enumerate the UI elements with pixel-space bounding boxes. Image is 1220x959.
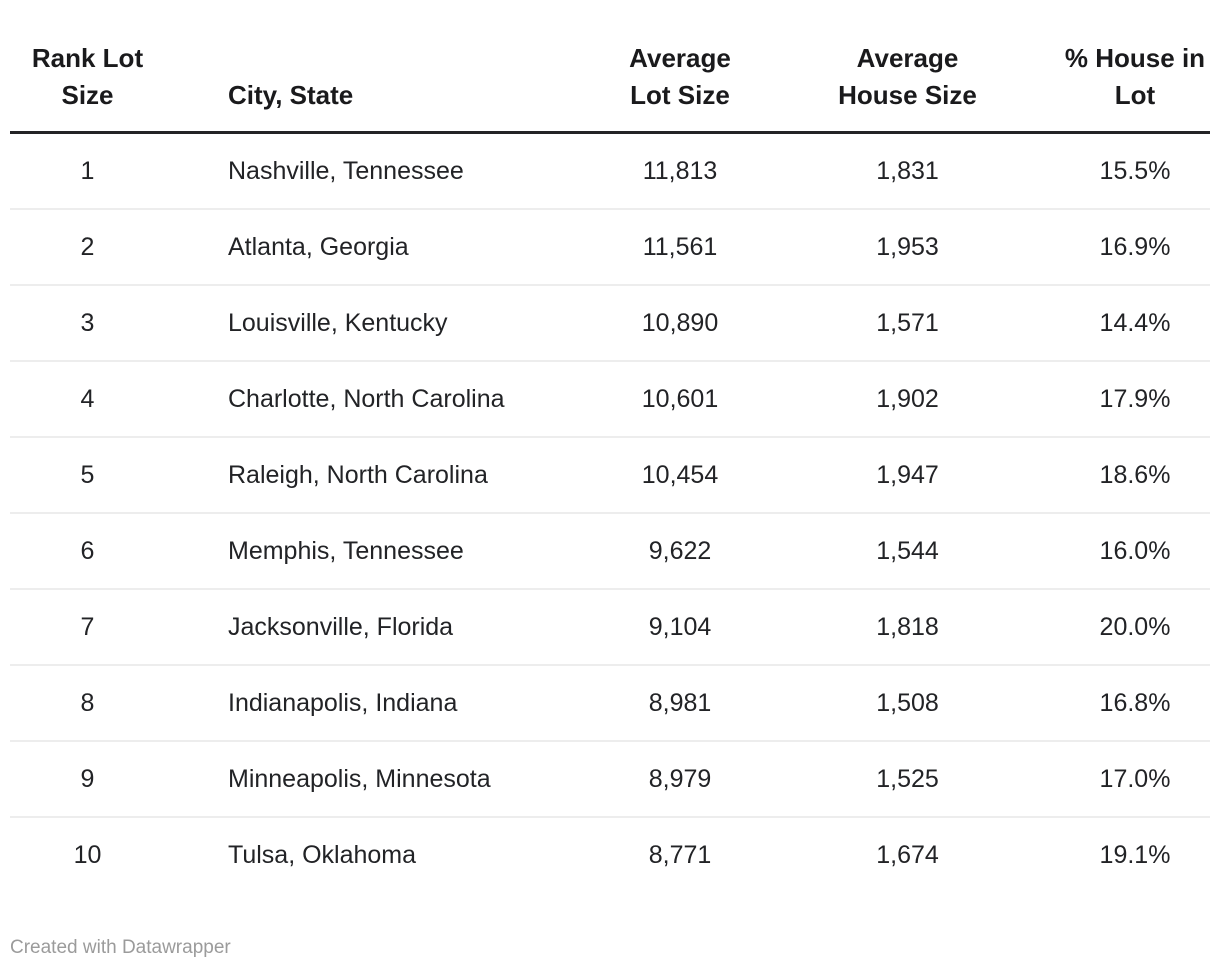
cell-pct-house-in-lot: 17.0% [1099,764,1171,793]
cell-rank: 1 [80,156,95,185]
cell-average-house-size: 1,571 [876,308,939,337]
cell-city-state: Jacksonville, Florida [228,612,454,641]
cell-rank: 7 [80,612,95,641]
chart-footer: Created with Datawrapper [10,937,1210,959]
column-header-average-house-size: Average House Size [838,43,977,110]
cell-rank: 10 [73,840,102,869]
cell-pct-house-in-lot: 18.6% [1099,460,1171,489]
cell-rank: 5 [80,460,95,489]
table-header: Rank Lot Size City, State Average Lot Si… [10,40,1210,133]
cell-rank: 6 [80,536,95,565]
cell-average-house-size: 1,947 [876,460,939,489]
table-row: 10 Tulsa, Oklahoma 8,771 1,674 19.1% [10,817,1210,892]
cell-average-lot-size: 8,981 [648,688,712,717]
cell-average-house-size: 1,544 [876,536,939,565]
cell-average-house-size: 1,818 [876,612,939,641]
cell-rank: 8 [80,688,95,717]
cell-average-house-size: 1,953 [876,232,939,261]
cell-pct-house-in-lot: 14.4% [1099,308,1171,337]
cell-rank: 9 [80,764,95,793]
cell-average-lot-size: 11,813 [642,156,718,185]
cell-average-house-size: 1,831 [876,156,939,185]
cell-pct-house-in-lot: 15.5% [1099,156,1171,185]
lot-size-ranking-table: Rank Lot Size City, State Average Lot Si… [10,40,1210,892]
cell-average-lot-size: 11,561 [642,232,718,261]
column-header-average-lot-size: Average Lot Size [629,43,731,110]
table-row: 3 Louisville, Kentucky 10,890 1,571 14.4… [10,285,1210,361]
cell-city-state: Tulsa, Oklahoma [228,840,417,869]
cell-average-house-size: 1,902 [876,384,939,413]
cell-city-state: Indianapolis, Indiana [228,688,458,717]
table-row: 2 Atlanta, Georgia 11,561 1,953 16.9% [10,209,1210,285]
cell-pct-house-in-lot: 16.0% [1099,536,1171,565]
cell-average-house-size: 1,674 [876,840,939,869]
cell-average-lot-size: 10,454 [641,460,719,489]
cell-average-lot-size: 10,601 [641,384,719,413]
table-body: 1 Nashville, Tennessee 11,813 1,831 15.5… [10,133,1210,893]
column-header-city-state: City, State [228,80,354,110]
cell-pct-house-in-lot: 16.9% [1099,232,1171,261]
cell-average-house-size: 1,508 [876,688,939,717]
header-row: Rank Lot Size City, State Average Lot Si… [10,40,1210,133]
table-row: 5 Raleigh, North Carolina 10,454 1,947 1… [10,437,1210,513]
table-row: 6 Memphis, Tennessee 9,622 1,544 16.0% [10,513,1210,589]
cell-average-lot-size: 8,771 [648,840,712,869]
column-header-pct-house-in-lot: % House in Lot [1064,43,1206,110]
cell-rank: 4 [80,384,95,413]
cell-city-state: Atlanta, Georgia [228,232,409,261]
cell-average-lot-size: 9,104 [648,612,712,641]
cell-city-state: Louisville, Kentucky [228,308,448,337]
table-row: 8 Indianapolis, Indiana 8,981 1,508 16.8… [10,665,1210,741]
cell-rank: 2 [80,232,95,261]
datawrapper-credit-link[interactable]: Created with Datawrapper [10,937,231,958]
cell-average-lot-size: 10,890 [641,308,719,337]
cell-rank: 3 [80,308,95,337]
cell-city-state: Raleigh, North Carolina [228,460,488,489]
table-row: 4 Charlotte, North Carolina 10,601 1,902… [10,361,1210,437]
cell-city-state: Minneapolis, Minnesota [228,764,491,793]
table-row: 7 Jacksonville, Florida 9,104 1,818 20.0… [10,589,1210,665]
table-row: 9 Minneapolis, Minnesota 8,979 1,525 17.… [10,741,1210,817]
cell-pct-house-in-lot: 17.9% [1099,384,1171,413]
cell-pct-house-in-lot: 20.0% [1099,612,1171,641]
cell-pct-house-in-lot: 16.8% [1099,688,1171,717]
cell-pct-house-in-lot: 19.1% [1099,840,1171,869]
cell-average-house-size: 1,525 [876,764,939,793]
column-header-rank-lot-size: Rank Lot Size [31,43,144,110]
cell-city-state: Nashville, Tennessee [228,156,464,185]
cell-city-state: Charlotte, North Carolina [228,384,505,413]
cell-average-lot-size: 8,979 [648,764,712,793]
cell-average-lot-size: 9,622 [648,536,712,565]
cell-city-state: Memphis, Tennessee [228,536,464,565]
table-row: 1 Nashville, Tennessee 11,813 1,831 15.5… [10,133,1210,210]
